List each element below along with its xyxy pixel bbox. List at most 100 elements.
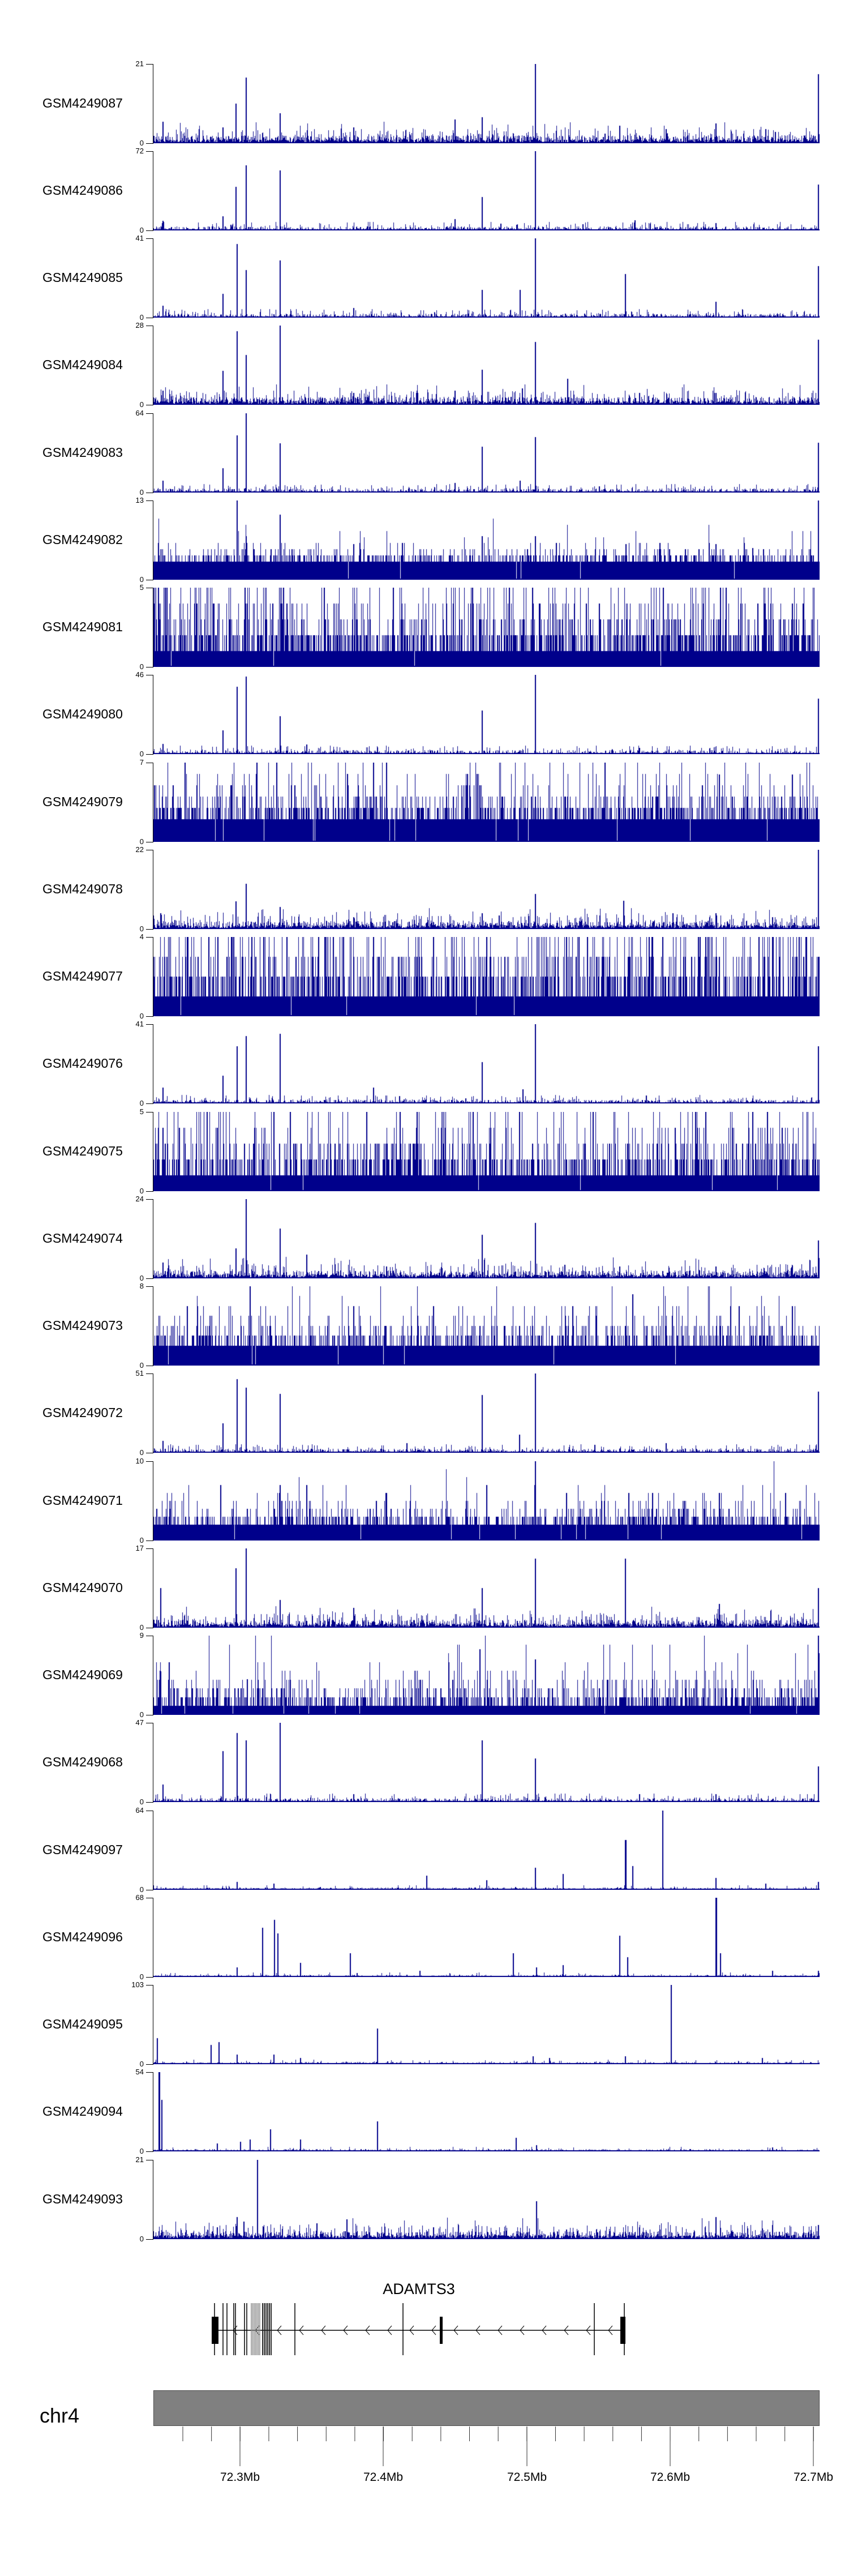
coverage-canvas [153,1024,820,1103]
y-axis-tick-top [146,238,153,239]
y-axis-zero: 0 [139,488,144,497]
y-axis-tick-top [146,1286,153,1287]
strand-arrow-left-icon [564,2325,569,2335]
strand-arrow-left-icon [387,2325,392,2335]
coverage-canvas [153,151,820,230]
y-axis-zero: 0 [139,1187,144,1195]
track-label: GSM4249075 [42,1144,123,1158]
track-label: GSM4249096 [42,1929,123,1944]
y-axis-tick-top [146,937,153,938]
strand-arrow-left-icon [431,2325,436,2335]
coverage-canvas [153,937,820,1016]
y-axis-tick-bottom [146,929,153,930]
y-axis-zero: 0 [139,1885,144,1894]
strand-arrow-left-icon [520,2325,525,2335]
track-label: GSM4249068 [42,1755,123,1769]
coverage-canvas [153,1199,820,1278]
strand-arrow-left-icon [608,2325,613,2335]
strand-arrow-left-icon [453,2325,458,2335]
y-axis-tick-bottom [146,1016,153,1017]
y-axis-zero: 0 [139,1623,144,1632]
y-axis-zero: 0 [139,750,144,758]
coverage-canvas [153,1811,820,1890]
y-axis-max: 54 [135,2068,144,2076]
strand-arrow-left-icon [299,2325,304,2335]
y-axis-max: 5 [139,1107,144,1116]
y-axis-max: 72 [135,147,144,155]
y-axis-zero: 0 [139,2147,144,2155]
track-label: GSM4249085 [42,270,123,285]
y-axis-max: 46 [135,670,144,679]
strand-arrow-left-icon [365,2325,370,2335]
coverage-canvas [153,850,820,929]
y-axis-tick-top [146,1548,153,1549]
ruler-tick-label: 72.5Mb [507,2471,547,2484]
y-axis-tick-top [146,151,153,152]
track-label: GSM4249083 [42,445,123,460]
y-axis-tick-top [146,1985,153,1986]
y-axis-tick-bottom [146,1103,153,1104]
y-axis-max: 17 [135,1544,144,1552]
track-label: GSM4249079 [42,794,123,809]
y-axis-max: 47 [135,1718,144,1727]
y-axis-max: 28 [135,321,144,330]
y-axis-max: 21 [135,59,144,68]
strand-arrow-left-icon [542,2325,547,2335]
coverage-canvas [153,588,820,667]
track-label: GSM4249071 [42,1493,123,1508]
y-axis-zero: 0 [139,1099,144,1107]
track-label: GSM4249082 [42,532,123,547]
y-axis-max: 21 [135,2155,144,2164]
gene-label: ADAMTS3 [383,2280,455,2297]
y-axis-max: 41 [135,234,144,242]
track-label: GSM4249086 [42,183,123,198]
strand-arrow-left-icon [498,2325,503,2335]
coverage-canvas [153,1723,820,1802]
y-axis-zero: 0 [139,1798,144,1806]
y-axis-max: 22 [135,845,144,854]
y-axis-tick-top [146,1461,153,1462]
gene-model [212,2303,625,2355]
track-label: GSM4249084 [42,357,123,372]
coverage-canvas [153,1461,820,1541]
y-axis-zero: 0 [139,837,144,846]
track-label: GSM4249087 [42,96,123,110]
y-axis-max: 7 [139,758,144,767]
ruler-tick-label: 72.7Mb [794,2471,833,2484]
y-axis-tick-bottom [146,1191,153,1192]
coverage-canvas [153,2160,820,2239]
track-label: GSM4249073 [42,1318,123,1333]
y-axis-max: 9 [139,1631,144,1640]
ruler-tick-label: 72.6Mb [650,2471,690,2484]
genomic-ruler: 72.3Mb 72.4Mb 72.5Mb 72.6Mb 72.7Mb [182,2427,833,2484]
y-axis-tick-top [146,1373,153,1374]
coverage-canvas [153,326,820,405]
strand-arrow-left-icon [321,2325,326,2335]
y-axis-tick-top [146,2072,153,2073]
y-axis-tick-bottom [146,230,153,231]
strand-arrow-left-icon [586,2325,591,2335]
y-axis-tick-bottom [146,1977,153,1978]
chromosome-bar [153,2390,820,2426]
y-axis-max: 64 [135,409,144,417]
coverage-canvas [153,413,820,493]
y-axis-tick-bottom [146,1278,153,1279]
y-axis-zero: 0 [139,2235,144,2243]
y-axis-tick-bottom [146,2064,153,2065]
track-label: GSM4249070 [42,1580,123,1595]
track-label: GSM4249095 [42,2017,123,2031]
y-axis-max: 64 [135,1806,144,1815]
coverage-canvas [153,1636,820,1715]
y-axis-zero: 0 [139,1448,144,1457]
y-axis-zero: 0 [139,400,144,409]
y-axis-tick-bottom [146,2151,153,2152]
exon-box [440,2317,443,2344]
y-axis-max: 8 [139,1282,144,1290]
y-axis-tick-top [146,64,153,65]
track-label: GSM4249077 [42,969,123,983]
y-axis-max: 24 [135,1195,144,1203]
y-axis-zero: 0 [139,1274,144,1282]
track-label: GSM4249097 [42,1842,123,1857]
y-axis-tick-bottom [146,2239,153,2240]
coverage-canvas [153,238,820,318]
